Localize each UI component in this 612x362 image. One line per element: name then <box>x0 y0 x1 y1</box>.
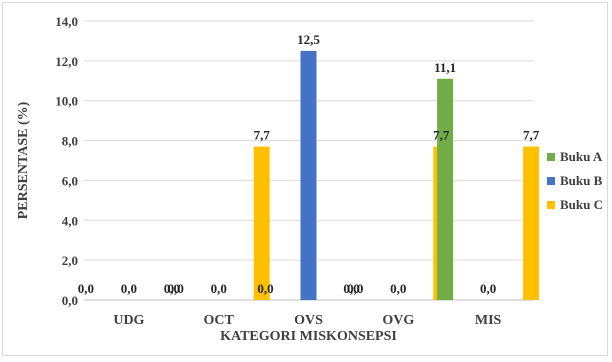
x-tick-label: OVS <box>294 313 323 328</box>
data-label: 0,0 <box>347 281 363 296</box>
legend-swatch <box>547 201 555 209</box>
data-label: 0,0 <box>168 281 184 296</box>
legend-label: Buku C <box>560 197 603 212</box>
y-tick-label: 12,0 <box>55 54 78 69</box>
data-label: 7,7 <box>433 128 450 143</box>
legend-swatch <box>547 153 555 161</box>
bar-buku-a-mis <box>437 78 454 301</box>
y-tick-label: 6,0 <box>62 173 78 188</box>
bar-buku-c-mis <box>523 146 540 300</box>
data-label: 7,7 <box>523 128 540 143</box>
data-label: 0,0 <box>480 281 496 296</box>
y-axis-title: PERSENTASE (%) <box>16 101 31 219</box>
legend-label: Buku B <box>560 173 603 188</box>
data-label: 12,5 <box>297 32 320 47</box>
data-label: 7,7 <box>254 128 271 143</box>
legend-swatch <box>547 177 555 185</box>
data-label: 0,0 <box>343 281 359 296</box>
data-label: 11,1 <box>434 60 456 75</box>
y-tick-label: 14,0 <box>55 14 78 29</box>
legend: Buku A Buku B Buku C <box>547 149 603 212</box>
y-tick-label: 8,0 <box>62 134 78 149</box>
x-tick-label: UDG <box>113 313 144 328</box>
x-tick-label: OCT <box>204 313 235 328</box>
x-tick-label: OVG <box>382 313 414 328</box>
data-label: 0,0 <box>121 281 137 296</box>
data-label: 0,0 <box>211 281 227 296</box>
chart-frame: 0,0 0,0 0,0 0,0 0,0 7,7 0,0 12,5 0,0 0,0 0,0 7,7 11,… <box>2 2 608 356</box>
y-tick-label: 0,0 <box>62 293 78 308</box>
data-labels: 0,0 0,0 0,00,0 0,07,70,012,50,00,0 0,07,711,… <box>78 32 540 296</box>
legend-label: Buku A <box>560 149 603 164</box>
data-label: 0,0 <box>78 281 94 296</box>
y-tick-label: 2,0 <box>62 253 78 268</box>
bars <box>253 50 540 301</box>
x-tick-label: MIS <box>475 313 502 328</box>
data-label: 0,0 <box>257 281 273 296</box>
y-tick-label: 4,0 <box>62 213 78 228</box>
bar-buku-b-ovs <box>300 50 317 301</box>
y-tick-label: 10,0 <box>55 94 78 109</box>
x-axis-title: KATEGORI MISKONSEPSI <box>220 329 397 344</box>
data-label: 0,0 <box>164 281 180 296</box>
bar-buku-c-oct <box>253 146 270 300</box>
bar-chart: 0,0 0,0 0,00,0 0,07,70,012,50,00,0 0,07,711,… <box>16 14 603 344</box>
data-label: 0,0 <box>390 281 406 296</box>
